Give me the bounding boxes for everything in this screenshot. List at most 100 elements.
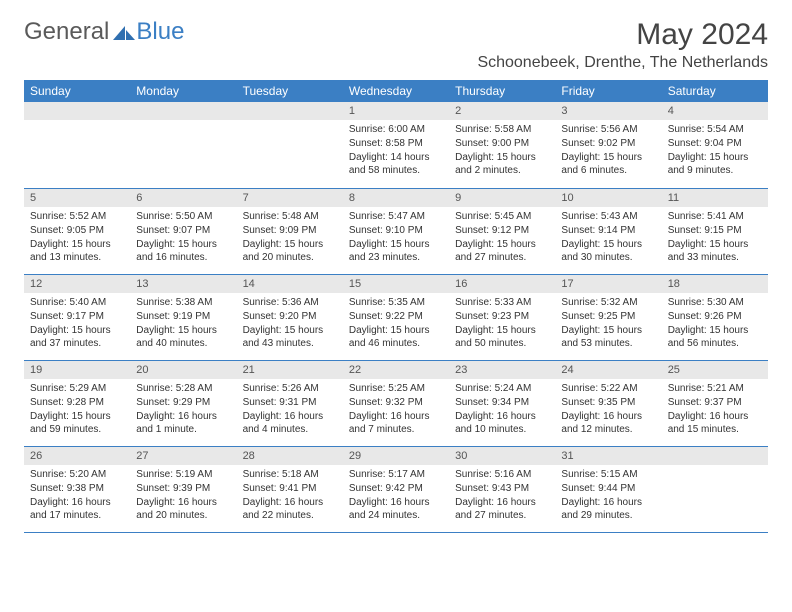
weekday-header: Tuesday (237, 80, 343, 102)
sunrise-line: Sunrise: 5:21 AM (668, 382, 762, 395)
day-data: Sunrise: 5:48 AMSunset: 9:09 PMDaylight:… (237, 207, 343, 268)
weekday-header: Wednesday (343, 80, 449, 102)
calendar-day-cell: 29 Sunrise: 5:17 AMSunset: 9:42 PMDayligh… (343, 446, 449, 532)
weekday-header-row: SundayMondayTuesdayWednesdayThursdayFrid… (24, 80, 768, 102)
title-block: May 2024 Schoonebeek, Drenthe, The Nethe… (477, 18, 768, 72)
sunset-line: Sunset: 9:42 PM (349, 482, 443, 495)
sunset-line: Sunset: 9:38 PM (30, 482, 124, 495)
sunset-line: Sunset: 9:22 PM (349, 310, 443, 323)
day-number: 20 (130, 361, 236, 379)
sunrise-line: Sunrise: 5:43 AM (561, 210, 655, 223)
sunset-line: Sunset: 9:44 PM (561, 482, 655, 495)
day-number: 1 (343, 102, 449, 120)
sunset-line: Sunset: 9:17 PM (30, 310, 124, 323)
daylight-line: Daylight: 16 hours and 20 minutes. (136, 496, 230, 522)
day-number: 28 (237, 447, 343, 465)
day-number: 22 (343, 361, 449, 379)
calendar-day-cell: 25Sunrise: 5:21 AMSunset: 9:37 PMDayligh… (662, 360, 768, 446)
daylight-line: Daylight: 15 hours and 37 minutes. (30, 324, 124, 350)
sunset-line: Sunset: 9:34 PM (455, 396, 549, 409)
sunrise-line: Sunrise: 5:18 AM (243, 468, 337, 481)
daylight-line: Daylight: 16 hours and 7 minutes. (349, 410, 443, 436)
calendar-day-cell: 2Sunrise: 5:58 AMSunset: 9:00 PMDaylight… (449, 102, 555, 188)
sunset-line: Sunset: 9:35 PM (561, 396, 655, 409)
calendar-body: 1Sunrise: 6:00 AMSunset: 8:58 PMDaylight… (24, 102, 768, 532)
day-number: 2 (449, 102, 555, 120)
daylight-line: Daylight: 15 hours and 13 minutes. (30, 238, 124, 264)
day-number-empty (662, 447, 768, 465)
daylight-line: Daylight: 15 hours and 53 minutes. (561, 324, 655, 350)
calendar-day-cell: 12Sunrise: 5:40 AMSunset: 9:17 PMDayligh… (24, 274, 130, 360)
day-number: 29 (343, 447, 449, 465)
calendar-day-cell: 16Sunrise: 5:33 AMSunset: 9:23 PMDayligh… (449, 274, 555, 360)
day-data: Sunrise: 5:41 AMSunset: 9:15 PMDaylight:… (662, 207, 768, 268)
month-title: May 2024 (477, 18, 768, 52)
day-data: Sunrise: 5:16 AMSunset: 9:43 PMDaylight:… (449, 465, 555, 526)
sunset-line: Sunset: 9:32 PM (349, 396, 443, 409)
sunrise-line: Sunrise: 5:40 AM (30, 296, 124, 309)
logo-sail-icon (113, 24, 135, 40)
sunset-line: Sunset: 9:28 PM (30, 396, 124, 409)
day-data: Sunrise: 5:24 AMSunset: 9:34 PMDaylight:… (449, 379, 555, 440)
day-data: Sunrise: 6:00 AMSunset: 8:58 PMDaylight:… (343, 120, 449, 181)
sunrise-line: Sunrise: 5:45 AM (455, 210, 549, 223)
day-number: 11 (662, 189, 768, 207)
daylight-line: Daylight: 16 hours and 29 minutes. (561, 496, 655, 522)
daylight-line: Daylight: 15 hours and 9 minutes. (668, 151, 762, 177)
sunset-line: Sunset: 9:39 PM (136, 482, 230, 495)
daylight-line: Daylight: 16 hours and 15 minutes. (668, 410, 762, 436)
sunset-line: Sunset: 9:10 PM (349, 224, 443, 237)
sunrise-line: Sunrise: 5:32 AM (561, 296, 655, 309)
day-data: Sunrise: 5:29 AMSunset: 9:28 PMDaylight:… (24, 379, 130, 440)
sunset-line: Sunset: 9:12 PM (455, 224, 549, 237)
sunrise-line: Sunrise: 5:25 AM (349, 382, 443, 395)
sunset-line: Sunset: 9:41 PM (243, 482, 337, 495)
calendar-week-row: 19Sunrise: 5:29 AMSunset: 9:28 PMDayligh… (24, 360, 768, 446)
daylight-line: Daylight: 15 hours and 27 minutes. (455, 238, 549, 264)
location: Schoonebeek, Drenthe, The Netherlands (477, 54, 768, 72)
sunrise-line: Sunrise: 5:47 AM (349, 210, 443, 223)
sunrise-line: Sunrise: 5:15 AM (561, 468, 655, 481)
calendar-day-cell: 13Sunrise: 5:38 AMSunset: 9:19 PMDayligh… (130, 274, 236, 360)
calendar-day-cell: 26Sunrise: 5:20 AMSunset: 9:38 PMDayligh… (24, 446, 130, 532)
day-number: 19 (24, 361, 130, 379)
sunset-line: Sunset: 9:05 PM (30, 224, 124, 237)
sunrise-line: Sunrise: 5:58 AM (455, 123, 549, 136)
calendar-day-cell (130, 102, 236, 188)
sunset-line: Sunset: 8:58 PM (349, 137, 443, 150)
daylight-line: Daylight: 14 hours and 58 minutes. (349, 151, 443, 177)
sunrise-line: Sunrise: 5:48 AM (243, 210, 337, 223)
calendar-week-row: 12Sunrise: 5:40 AMSunset: 9:17 PMDayligh… (24, 274, 768, 360)
calendar-day-cell: 28Sunrise: 5:18 AMSunset: 9:41 PMDayligh… (237, 446, 343, 532)
day-data: Sunrise: 5:45 AMSunset: 9:12 PMDaylight:… (449, 207, 555, 268)
day-number-empty (24, 102, 130, 120)
calendar-day-cell: 3Sunrise: 5:56 AMSunset: 9:02 PMDaylight… (555, 102, 661, 188)
day-number: 3 (555, 102, 661, 120)
sunrise-line: Sunrise: 5:30 AM (668, 296, 762, 309)
calendar-day-cell: 8Sunrise: 5:47 AMSunset: 9:10 PMDaylight… (343, 188, 449, 274)
daylight-line: Daylight: 16 hours and 27 minutes. (455, 496, 549, 522)
day-number: 18 (662, 275, 768, 293)
sunrise-line: Sunrise: 5:35 AM (349, 296, 443, 309)
sunrise-line: Sunrise: 5:28 AM (136, 382, 230, 395)
daylight-line: Daylight: 15 hours and 46 minutes. (349, 324, 443, 350)
sunrise-line: Sunrise: 5:16 AM (455, 468, 549, 481)
sunset-line: Sunset: 9:29 PM (136, 396, 230, 409)
calendar-table: SundayMondayTuesdayWednesdayThursdayFrid… (24, 80, 768, 533)
day-data: Sunrise: 5:19 AMSunset: 9:39 PMDaylight:… (130, 465, 236, 526)
sunrise-line: Sunrise: 5:17 AM (349, 468, 443, 481)
sunrise-line: Sunrise: 5:33 AM (455, 296, 549, 309)
daylight-line: Daylight: 16 hours and 24 minutes. (349, 496, 443, 522)
sunset-line: Sunset: 9:25 PM (561, 310, 655, 323)
logo-text-blue: Blue (136, 18, 184, 46)
day-data: Sunrise: 5:21 AMSunset: 9:37 PMDaylight:… (662, 379, 768, 440)
day-data: Sunrise: 5:56 AMSunset: 9:02 PMDaylight:… (555, 120, 661, 181)
day-number: 7 (237, 189, 343, 207)
day-data: Sunrise: 5:15 AMSunset: 9:44 PMDaylight:… (555, 465, 661, 526)
day-data: Sunrise: 5:30 AMSunset: 9:26 PMDaylight:… (662, 293, 768, 354)
day-number: 27 (130, 447, 236, 465)
weekday-header: Sunday (24, 80, 130, 102)
day-number: 8 (343, 189, 449, 207)
sunrise-line: Sunrise: 5:26 AM (243, 382, 337, 395)
sunrise-line: Sunrise: 5:41 AM (668, 210, 762, 223)
